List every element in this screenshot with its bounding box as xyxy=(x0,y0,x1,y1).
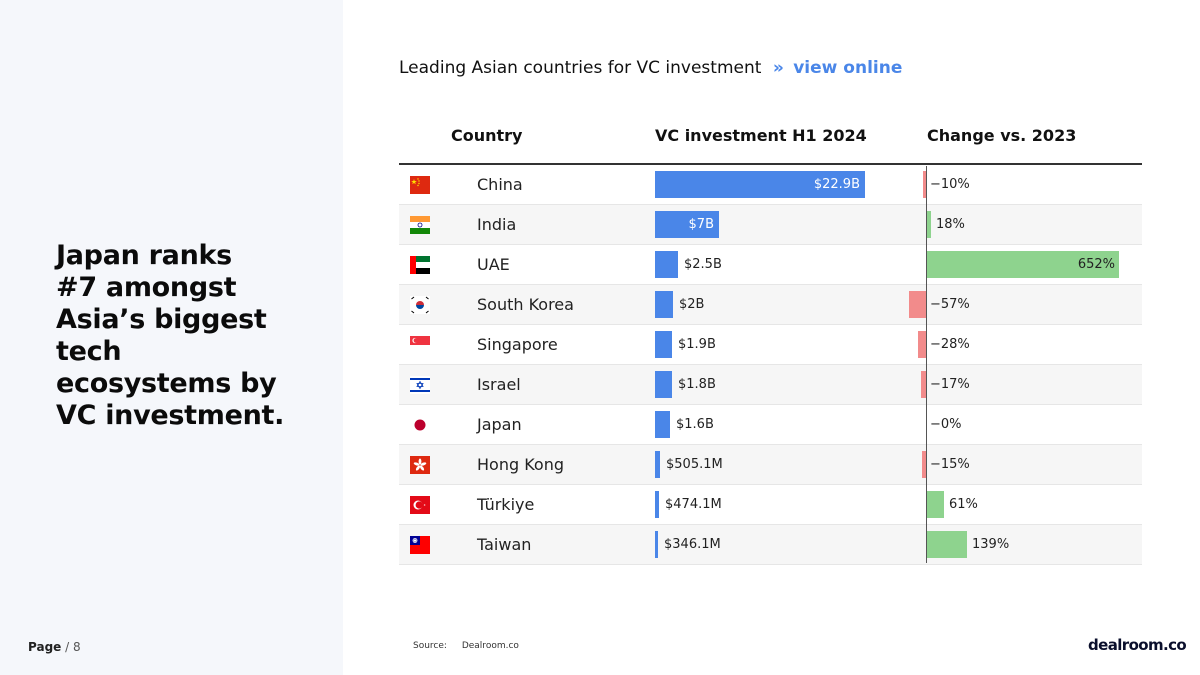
vc-investment-bar xyxy=(655,171,865,198)
vc-investment-bar xyxy=(655,531,658,558)
table-row: Singapore $1.9B −28% xyxy=(399,325,1142,365)
vc-investment-bar xyxy=(655,211,719,238)
page-indicator: Page / 8 xyxy=(28,640,81,654)
vc-investment-label: $2B xyxy=(679,297,705,312)
vc-investment-bar xyxy=(655,331,672,358)
chart-title: Leading Asian countries for VC investmen… xyxy=(399,58,902,78)
china-flag-icon xyxy=(410,176,430,194)
side-panel xyxy=(0,0,343,675)
change-zero-axis xyxy=(926,166,927,563)
change-label: −28% xyxy=(930,337,970,352)
country-name: Singapore xyxy=(477,335,558,354)
vc-investment-label: $474.1M xyxy=(665,497,722,512)
change-bar xyxy=(909,291,926,318)
column-header-country: Country xyxy=(451,126,523,145)
change-bar xyxy=(923,171,926,198)
country-name: UAE xyxy=(477,255,510,274)
vc-investment-bar xyxy=(655,251,678,278)
table-row: Japan $1.6B −0% xyxy=(399,405,1142,445)
source-note: Source: Dealroom.co xyxy=(413,641,519,651)
vc-investment-bar xyxy=(655,411,670,438)
country-name: Hong Kong xyxy=(477,455,564,474)
turkiye-flag-icon xyxy=(410,496,430,514)
table-row: UAE $2.5B 652% xyxy=(399,245,1142,285)
change-label: 652% xyxy=(1077,257,1115,272)
change-bar xyxy=(921,371,926,398)
vc-investment-label: $2.5B xyxy=(684,257,722,272)
change-label: 139% xyxy=(972,537,1010,552)
change-bar xyxy=(926,491,944,518)
table-row: Taiwan $346.1M 139% xyxy=(399,525,1142,565)
page-label: Page xyxy=(28,640,62,654)
headline-line: VC investment. xyxy=(56,400,285,431)
country-name: Türkiye xyxy=(477,495,535,514)
vc-table: Country VC investment H1 2024 Change vs.… xyxy=(399,110,1142,565)
country-name: Israel xyxy=(477,375,521,394)
change-bar xyxy=(926,531,967,558)
table-row: Hong Kong $505.1M −15% xyxy=(399,445,1142,485)
table-row: China $22.9B −10% xyxy=(399,165,1142,205)
vc-investment-label: $1.8B xyxy=(678,377,716,392)
vc-investment-bar xyxy=(655,451,660,478)
headline-line: ecosystems by xyxy=(56,368,277,399)
south-korea-flag-icon xyxy=(410,296,430,314)
country-name: Taiwan xyxy=(477,535,532,554)
header-rule xyxy=(399,163,1142,165)
table-row: Israel $1.8B −17% xyxy=(399,365,1142,405)
vc-investment-bar xyxy=(655,491,659,518)
headline: Japan ranks #7 amongst Asia’s biggest te… xyxy=(56,240,326,432)
country-name: South Korea xyxy=(477,295,574,314)
vc-investment-bar xyxy=(655,371,672,398)
vc-investment-label: $505.1M xyxy=(666,457,723,472)
uae-flag-icon xyxy=(410,256,430,274)
vc-investment-label: $1.6B xyxy=(676,417,714,432)
change-label: −17% xyxy=(930,377,970,392)
headline-line: Japan ranks xyxy=(56,240,232,271)
change-label: 61% xyxy=(949,497,978,512)
change-label: −15% xyxy=(930,457,970,472)
column-header-change: Change vs. 2023 xyxy=(927,126,1077,145)
change-label: 18% xyxy=(936,217,965,232)
source-value: Dealroom.co xyxy=(461,641,519,651)
table-row: India $7B 18% xyxy=(399,205,1142,245)
change-bar xyxy=(922,451,926,478)
vc-investment-label: $346.1M xyxy=(664,537,721,552)
change-bar xyxy=(926,211,931,238)
headline-line: #7 amongst xyxy=(56,272,237,303)
vc-investment-label: $22.9B xyxy=(813,177,860,192)
source-label: Source: xyxy=(413,641,447,651)
vc-investment-bar xyxy=(655,291,673,318)
india-flag-icon xyxy=(410,216,430,234)
table-row: South Korea $2B −57% xyxy=(399,285,1142,325)
dealroom-logo: dealroom.co xyxy=(1088,636,1187,654)
country-name: China xyxy=(477,175,523,194)
hong-kong-flag-icon xyxy=(410,456,430,474)
view-online-link[interactable]: view online xyxy=(793,58,903,78)
column-header-vc-investment: VC investment H1 2024 xyxy=(655,126,867,145)
change-bar xyxy=(926,251,1119,278)
israel-flag-icon xyxy=(410,376,430,394)
japan-flag-icon xyxy=(410,416,430,434)
chart-title-text: Leading Asian countries for VC investmen… xyxy=(399,58,762,78)
headline-line: Asia’s biggest tech xyxy=(56,304,267,367)
singapore-flag-icon xyxy=(410,336,430,354)
view-online-arrow[interactable]: » xyxy=(772,58,784,78)
taiwan-flag-icon xyxy=(410,536,430,554)
page-number: / 8 xyxy=(65,640,81,654)
vc-investment-label: $7B xyxy=(688,217,714,232)
table-row: Türkiye $474.1M 61% xyxy=(399,485,1142,525)
change-label: −57% xyxy=(930,297,970,312)
change-bar xyxy=(918,331,926,358)
change-label: −0% xyxy=(930,417,962,432)
change-label: −10% xyxy=(930,177,970,192)
vc-investment-label: $1.9B xyxy=(678,337,716,352)
country-name: India xyxy=(477,215,517,234)
country-name: Japan xyxy=(477,415,522,434)
